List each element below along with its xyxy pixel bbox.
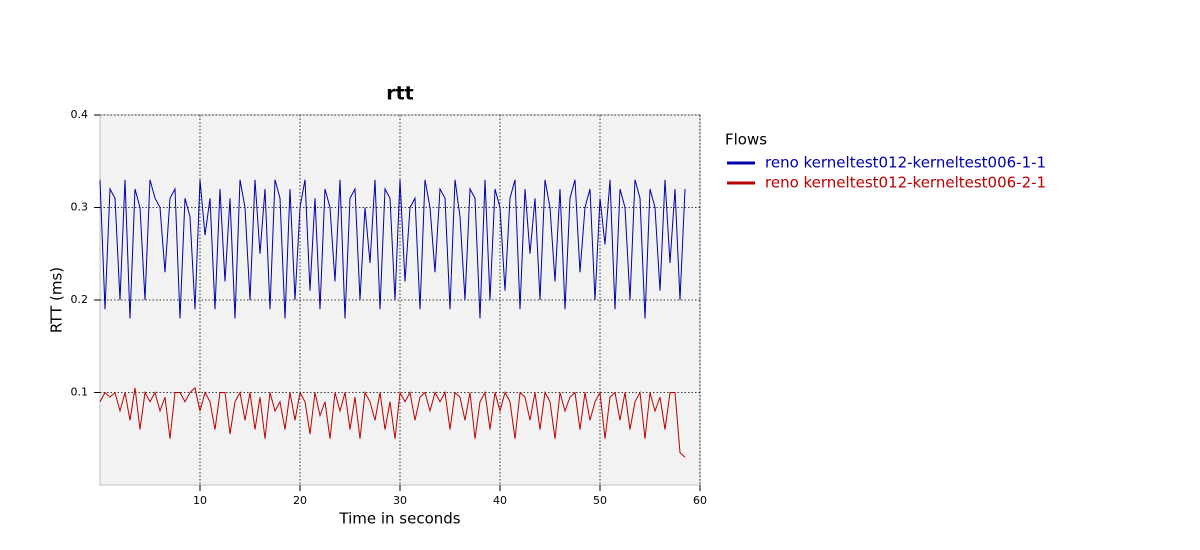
- x-axis-label: Time in seconds: [338, 510, 460, 528]
- y-axis-label: RTT (ms): [48, 267, 66, 333]
- x-tick-label: 20: [293, 494, 307, 507]
- chart-title: rtt: [386, 83, 414, 105]
- plot-area: [99, 114, 701, 486]
- series-line: [99, 179, 686, 319]
- x-tick-label: 50: [593, 494, 607, 507]
- y-tick-label: 0.3: [71, 201, 89, 214]
- series-line: [99, 386, 686, 458]
- x-tick-label: 40: [493, 494, 507, 507]
- legend-title: Flows: [725, 131, 767, 149]
- y-tick-label: 0.2: [71, 293, 89, 306]
- y-tick-label: 0.1: [71, 386, 89, 399]
- x-tick-label: 60: [693, 494, 707, 507]
- y-tick-label: 0.4: [71, 108, 89, 121]
- x-tick-label: 10: [193, 494, 207, 507]
- legend-label: reno kerneltest012-kerneltest006-2-1: [765, 174, 1046, 192]
- x-tick-label: 30: [393, 494, 407, 507]
- legend-label: reno kerneltest012-kerneltest006-1-1: [765, 154, 1046, 172]
